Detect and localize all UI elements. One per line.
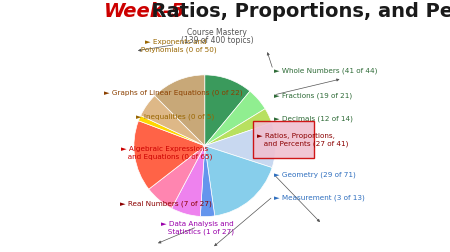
Text: Ratios, Proportions, and Percent: Ratios, Proportions, and Percent (138, 2, 450, 21)
Wedge shape (155, 76, 205, 146)
FancyBboxPatch shape (253, 121, 314, 158)
Text: (139 of 400 topics): (139 of 400 topics) (181, 36, 254, 45)
Text: ► Algebraic Expressions
   and Equations (0 of 65): ► Algebraic Expressions and Equations (0… (121, 145, 213, 160)
Text: ► Ratios, Proportions,
   and Percents (27 of 41): ► Ratios, Proportions, and Percents (27 … (257, 133, 349, 147)
Wedge shape (205, 92, 265, 146)
Wedge shape (205, 76, 250, 146)
Text: ► Real Numbers (7 of 27): ► Real Numbers (7 of 27) (120, 200, 212, 206)
Wedge shape (134, 121, 205, 190)
Text: Course Mastery: Course Mastery (188, 28, 248, 37)
Text: ► Fractions (19 of 21): ► Fractions (19 of 21) (274, 92, 352, 99)
Text: ► Geometry (29 of 71): ► Geometry (29 of 71) (274, 171, 356, 177)
Text: ► Whole Numbers (41 of 44): ► Whole Numbers (41 of 44) (274, 67, 378, 74)
Wedge shape (205, 109, 272, 146)
Wedge shape (200, 146, 215, 217)
Wedge shape (205, 123, 275, 168)
Text: Week-5: Week-5 (104, 2, 185, 21)
Text: ► Data Analysis and
   Statistics (1 of 27): ► Data Analysis and Statistics (1 of 27) (161, 220, 234, 234)
Text: ► Exponents and
   Polynomials (0 of 50): ► Exponents and Polynomials (0 of 50) (135, 38, 217, 52)
Text: ► Decimals (12 of 14): ► Decimals (12 of 14) (274, 115, 353, 122)
Text: ► Graphs of Linear Equations (0 of 22): ► Graphs of Linear Equations (0 of 22) (104, 89, 242, 95)
Text: ► Measurement (3 of 13): ► Measurement (3 of 13) (274, 193, 365, 200)
Text: ► Inequalities (0 of 5): ► Inequalities (0 of 5) (136, 113, 215, 119)
Wedge shape (149, 146, 205, 208)
Wedge shape (141, 96, 205, 146)
Wedge shape (171, 146, 205, 216)
Wedge shape (205, 146, 272, 216)
Wedge shape (139, 116, 205, 146)
